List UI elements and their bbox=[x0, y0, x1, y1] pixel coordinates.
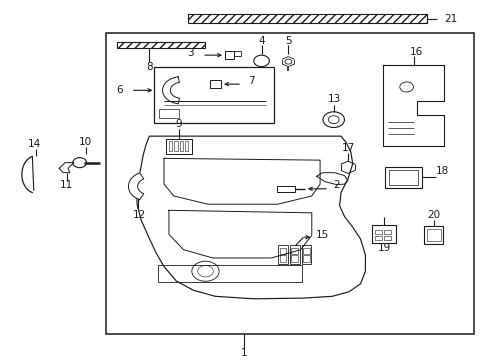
Bar bbox=[165, 139, 192, 154]
Bar bbox=[224, 51, 233, 59]
Text: 14: 14 bbox=[28, 139, 41, 149]
Text: 5: 5 bbox=[285, 36, 291, 46]
Bar bbox=[174, 141, 177, 151]
Bar bbox=[426, 229, 440, 241]
Bar bbox=[303, 248, 309, 254]
Bar bbox=[291, 248, 298, 254]
Bar bbox=[179, 141, 183, 151]
Bar bbox=[303, 256, 309, 262]
Bar bbox=[374, 230, 381, 234]
Text: 17: 17 bbox=[342, 143, 355, 153]
Text: 12: 12 bbox=[132, 210, 145, 220]
Bar bbox=[210, 80, 221, 88]
Text: 8: 8 bbox=[146, 62, 152, 72]
Bar bbox=[105, 33, 473, 334]
Bar bbox=[158, 265, 301, 282]
Text: 18: 18 bbox=[434, 166, 447, 176]
Text: 20: 20 bbox=[426, 210, 439, 220]
Text: 2: 2 bbox=[332, 180, 339, 189]
Text: 10: 10 bbox=[79, 137, 92, 147]
Text: 3: 3 bbox=[186, 48, 193, 58]
Bar bbox=[384, 236, 390, 240]
Bar bbox=[233, 51, 240, 55]
Bar bbox=[374, 236, 381, 240]
Text: 11: 11 bbox=[60, 180, 73, 190]
Bar bbox=[371, 225, 395, 243]
Bar bbox=[184, 141, 188, 151]
Bar bbox=[384, 167, 421, 188]
Text: 13: 13 bbox=[327, 94, 341, 104]
Text: 9: 9 bbox=[175, 119, 182, 129]
Text: 21: 21 bbox=[444, 14, 457, 24]
Text: 1: 1 bbox=[241, 348, 247, 358]
Bar bbox=[423, 226, 443, 244]
Bar bbox=[384, 230, 390, 234]
Bar bbox=[159, 109, 178, 118]
Bar bbox=[291, 256, 298, 262]
Bar bbox=[117, 41, 205, 48]
Bar bbox=[279, 256, 286, 262]
Bar bbox=[276, 186, 295, 192]
Text: 4: 4 bbox=[258, 36, 264, 46]
Bar bbox=[289, 246, 299, 264]
Bar bbox=[188, 14, 427, 23]
Text: 7: 7 bbox=[248, 76, 255, 86]
Bar bbox=[278, 246, 287, 264]
Bar bbox=[168, 141, 172, 151]
Text: 16: 16 bbox=[409, 46, 422, 57]
Bar bbox=[388, 170, 417, 185]
Text: 19: 19 bbox=[377, 243, 390, 253]
Text: 6: 6 bbox=[116, 85, 122, 95]
Bar bbox=[279, 248, 286, 254]
Bar bbox=[301, 246, 311, 264]
Bar bbox=[154, 67, 273, 122]
Text: 15: 15 bbox=[315, 230, 328, 240]
Polygon shape bbox=[128, 173, 143, 200]
